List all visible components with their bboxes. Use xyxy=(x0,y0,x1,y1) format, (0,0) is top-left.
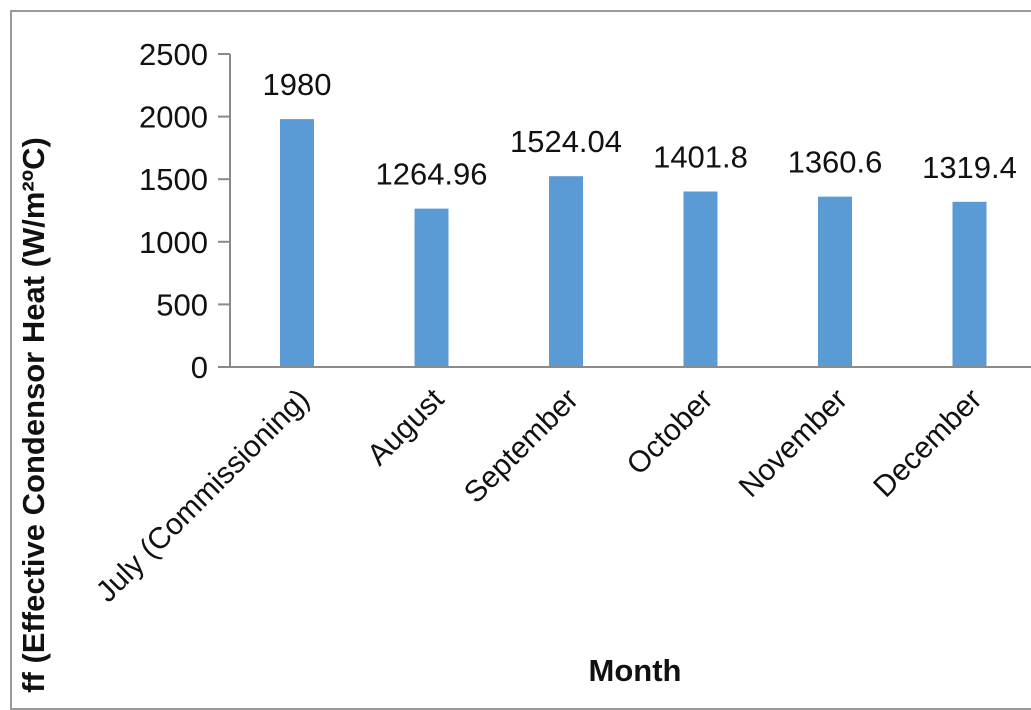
x-tick-label: November xyxy=(733,383,854,504)
x-tick-label: October xyxy=(621,383,720,482)
y-tick-label: 2500 xyxy=(139,37,208,72)
y-tick-label: 500 xyxy=(156,287,208,322)
y-tick-label: 2000 xyxy=(139,100,208,135)
x-tick-label: August xyxy=(361,382,451,472)
bar xyxy=(549,176,583,367)
x-tick-label: December xyxy=(867,383,988,504)
data-label: 1264.96 xyxy=(375,157,487,192)
y-tick-label: 1000 xyxy=(139,225,208,260)
data-label: 1319.4 xyxy=(922,150,1017,185)
data-label: 1980 xyxy=(263,67,332,102)
data-label: 1524.04 xyxy=(510,124,622,159)
chart-frame xyxy=(10,10,1031,710)
bars xyxy=(280,119,987,367)
x-tick-label: July (Commissioning) xyxy=(90,383,316,609)
data-label: 1401.8 xyxy=(653,139,748,174)
data-labels: 1980 1264.96 1524.04 1401.8 1360.6 1319.4 xyxy=(263,67,1017,192)
x-tick-label: September xyxy=(458,383,585,510)
y-tick-label: 1500 xyxy=(139,162,208,197)
bar xyxy=(952,201,987,367)
bar xyxy=(818,196,852,367)
bar xyxy=(414,208,449,367)
y-axis-title: ff (Effective Condensor Heat (W/m²ºC) xyxy=(16,137,51,693)
y-tick-label: 0 xyxy=(191,350,208,385)
x-axis-labels: July (Commissioning) August September Octob… xyxy=(90,382,989,609)
data-label: 1360.6 xyxy=(788,145,883,180)
x-axis-title: Month xyxy=(589,653,682,688)
bar xyxy=(280,119,314,367)
bar xyxy=(683,191,718,367)
y-axis-ticks: 0 500 1000 1500 2000 2500 xyxy=(139,37,230,385)
